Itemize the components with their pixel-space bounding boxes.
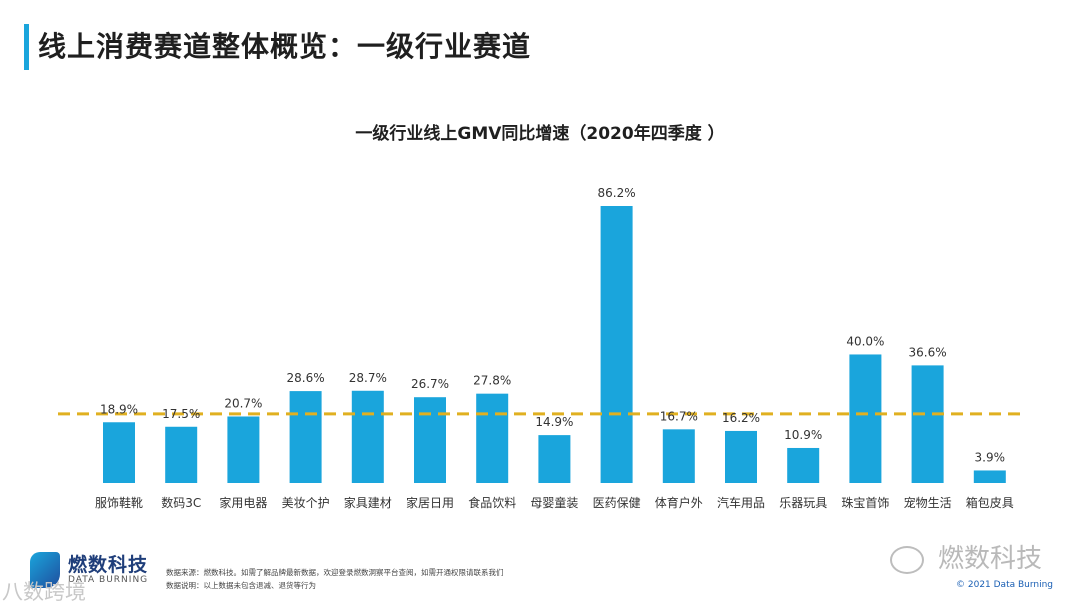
value-label-9: 16.7% [660, 409, 698, 423]
category-label-13: 宠物生活 [904, 495, 952, 510]
bar-1 [165, 426, 198, 483]
bar-2 [227, 416, 260, 483]
page-title: 线上消费赛道整体概览：一级行业赛道 [38, 30, 532, 63]
value-label-3: 28.6% [287, 371, 325, 385]
source-line-2: 数据说明：以上数据未包含退减、退货等行为 [166, 581, 316, 590]
value-label-7: 14.9% [535, 415, 573, 429]
category-label-14: 箱包皮具 [966, 495, 1014, 510]
bar-13 [911, 365, 944, 483]
bar-0 [103, 422, 135, 483]
category-label-9: 体育户外 [655, 495, 703, 510]
bar-3 [289, 391, 322, 483]
category-label-3: 美妆个护 [282, 496, 330, 510]
value-label-1: 17.5% [162, 407, 200, 421]
category-label-11: 乐器玩具 [779, 496, 827, 510]
watermark-right: 燃数科技 [938, 544, 1043, 574]
bar-14 [973, 470, 1006, 483]
bar-5 [414, 397, 446, 483]
category-label-1: 数码3C [161, 495, 201, 510]
value-label-6: 27.8% [473, 374, 511, 388]
value-label-14: 3.9% [975, 450, 1006, 464]
bar-11 [787, 447, 820, 483]
title-accent-bar [24, 24, 29, 70]
bar-8 [600, 206, 633, 483]
category-label-6: 食品饮料 [468, 495, 516, 510]
wechat-icon [890, 546, 924, 574]
copyright: © 2021 Data Burning [956, 580, 1054, 590]
logo-subtext: DATA BURNING [68, 575, 149, 585]
category-label-5: 家居日用 [406, 495, 454, 510]
value-label-10: 16.2% [722, 411, 760, 425]
company-logo: 燃数科技 DATA BURNING [10, 548, 160, 604]
logo-text: 燃数科技 [68, 554, 149, 576]
bar-9 [662, 429, 695, 483]
category-label-4: 家具建材 [344, 495, 392, 510]
category-label-2: 家用电器 [219, 495, 267, 510]
category-label-0: 服饰鞋靴 [95, 495, 143, 510]
source-line-1: 数据来源：燃数科技。如需了解品牌最新数据，欢迎登录燃数洞察平台查阅，如需开通权限… [166, 568, 504, 577]
bar-7 [538, 435, 571, 483]
bar-12 [849, 354, 882, 483]
watermark-left: 八数跨境 [2, 580, 86, 604]
value-label-4: 28.7% [349, 371, 387, 385]
chart-title: 一级行业线上GMV同比增速（2020年四季度 ） [355, 123, 724, 144]
category-label-8: 医药保健 [593, 496, 641, 510]
category-label-10: 汽车用品 [717, 495, 765, 510]
value-label-2: 20.7% [224, 396, 262, 410]
value-label-11: 10.9% [784, 428, 822, 442]
bar-4 [351, 390, 384, 483]
bar-10 [725, 430, 757, 483]
bar-6 [476, 393, 509, 483]
data-source-note: 数据来源：燃数科技。如需了解品牌最新数据，欢迎登录燃数洞察平台查阅，如需开通权限… [166, 566, 504, 592]
value-label-5: 26.7% [411, 377, 449, 391]
value-label-12: 40.0% [846, 334, 884, 348]
logo-icon [30, 552, 60, 588]
category-label-12: 珠宝首饰 [841, 496, 889, 510]
value-label-13: 36.6% [909, 345, 947, 359]
value-label-0: 18.9% [100, 402, 138, 416]
value-label-8: 86.2% [598, 186, 636, 200]
category-label-7: 母婴童装 [530, 495, 578, 510]
